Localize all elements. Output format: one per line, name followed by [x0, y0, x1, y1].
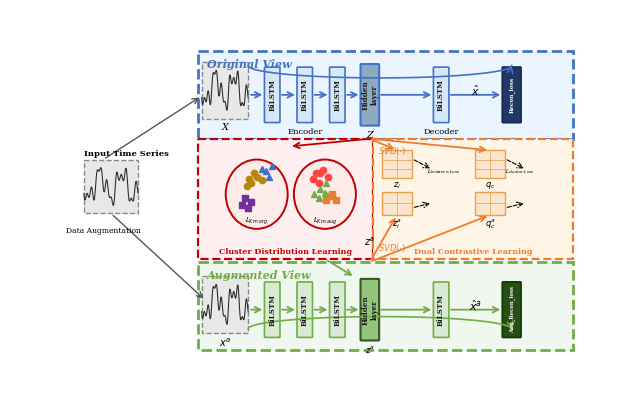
Text: $L_{cluster\text{-}Loss}$: $L_{cluster\text{-}Loss}$: [506, 168, 535, 176]
Ellipse shape: [226, 160, 288, 229]
Text: BiLSTM: BiLSTM: [437, 294, 445, 326]
Text: BiLSTM: BiLSTM: [333, 79, 341, 111]
FancyBboxPatch shape: [330, 282, 345, 338]
Bar: [382, 192, 412, 215]
Text: Encoder: Encoder: [287, 128, 323, 136]
FancyBboxPatch shape: [433, 282, 449, 338]
FancyBboxPatch shape: [433, 67, 449, 122]
FancyBboxPatch shape: [360, 279, 379, 340]
Text: $SVD(\cdot)$: $SVD(\cdot)$: [378, 145, 406, 157]
FancyBboxPatch shape: [264, 282, 280, 338]
Text: $x^a$: $x^a$: [219, 337, 231, 349]
Bar: [198, 262, 573, 350]
Text: Z: Z: [367, 131, 373, 140]
FancyBboxPatch shape: [330, 67, 345, 122]
Text: Hidden
layer: Hidden layer: [361, 80, 378, 110]
Text: BiLSTM: BiLSTM: [268, 294, 276, 326]
Text: BiLSTM: BiLSTM: [301, 79, 308, 111]
Text: $z^a$: $z^a$: [365, 344, 375, 355]
Bar: [382, 150, 412, 178]
Text: $q_c^a$: $q_c^a$: [484, 217, 495, 231]
FancyBboxPatch shape: [502, 67, 521, 122]
Text: Recon_loss: Recon_loss: [509, 77, 515, 113]
Text: $q_c$: $q_c$: [484, 180, 495, 191]
Text: Input Time Series: Input Time Series: [84, 150, 169, 158]
Text: Aug_Recon_loss: Aug_Recon_loss: [509, 286, 515, 333]
Text: Hidden
layer: Hidden layer: [361, 295, 378, 324]
Bar: [373, 139, 573, 259]
FancyBboxPatch shape: [264, 67, 280, 122]
FancyBboxPatch shape: [297, 67, 312, 122]
Text: $SVD(\cdot)$: $SVD(\cdot)$: [378, 242, 406, 254]
FancyBboxPatch shape: [360, 64, 379, 126]
Text: $L_{Km\text{-}org}$: $L_{Km\text{-}org}$: [245, 216, 269, 227]
Text: $\hat{x}$: $\hat{x}$: [471, 84, 480, 98]
Text: BiLSTM: BiLSTM: [268, 79, 276, 111]
Ellipse shape: [294, 160, 356, 229]
Bar: [202, 276, 248, 333]
Text: $L_{Km\text{-}aug}$: $L_{Km\text{-}aug}$: [312, 216, 337, 227]
Text: Augmented View: Augmented View: [207, 270, 312, 280]
Text: $L_{Instance\text{-}Loss}$: $L_{Instance\text{-}Loss}$: [427, 168, 460, 176]
Text: Dual Contrastive Learning: Dual Contrastive Learning: [413, 248, 532, 256]
Text: $z_i$: $z_i$: [393, 180, 401, 191]
FancyBboxPatch shape: [297, 282, 312, 338]
FancyBboxPatch shape: [502, 282, 521, 338]
Text: $\hat{x}^a$: $\hat{x}^a$: [468, 298, 482, 313]
Bar: [476, 150, 505, 178]
Text: BiLSTM: BiLSTM: [437, 79, 445, 111]
Text: $z^a$: $z^a$: [364, 236, 376, 248]
Bar: [202, 62, 248, 119]
Bar: [198, 139, 373, 259]
Text: Original View: Original View: [207, 59, 292, 70]
Text: BiLSTM: BiLSTM: [333, 294, 341, 326]
Bar: [198, 51, 573, 139]
Text: BiLSTM: BiLSTM: [301, 294, 308, 326]
Text: $z_i^a$: $z_i^a$: [392, 217, 402, 231]
Bar: [84, 160, 138, 213]
Bar: [476, 192, 505, 215]
Text: Cluster Distribution Learning: Cluster Distribution Learning: [219, 248, 352, 256]
Text: Decoder: Decoder: [424, 128, 459, 136]
Text: Data Augmentation: Data Augmentation: [66, 227, 141, 235]
Text: X: X: [221, 123, 228, 132]
